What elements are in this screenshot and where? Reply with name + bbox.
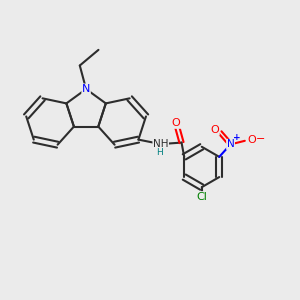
Text: N: N <box>227 140 234 149</box>
Text: N: N <box>82 84 90 94</box>
Text: O: O <box>172 118 181 128</box>
Text: H: H <box>157 148 163 157</box>
Text: NH: NH <box>153 139 169 149</box>
Text: O: O <box>247 135 256 145</box>
Text: +: + <box>233 133 241 142</box>
Text: Cl: Cl <box>196 192 207 202</box>
Text: −: − <box>256 134 265 144</box>
Text: O: O <box>210 125 219 135</box>
